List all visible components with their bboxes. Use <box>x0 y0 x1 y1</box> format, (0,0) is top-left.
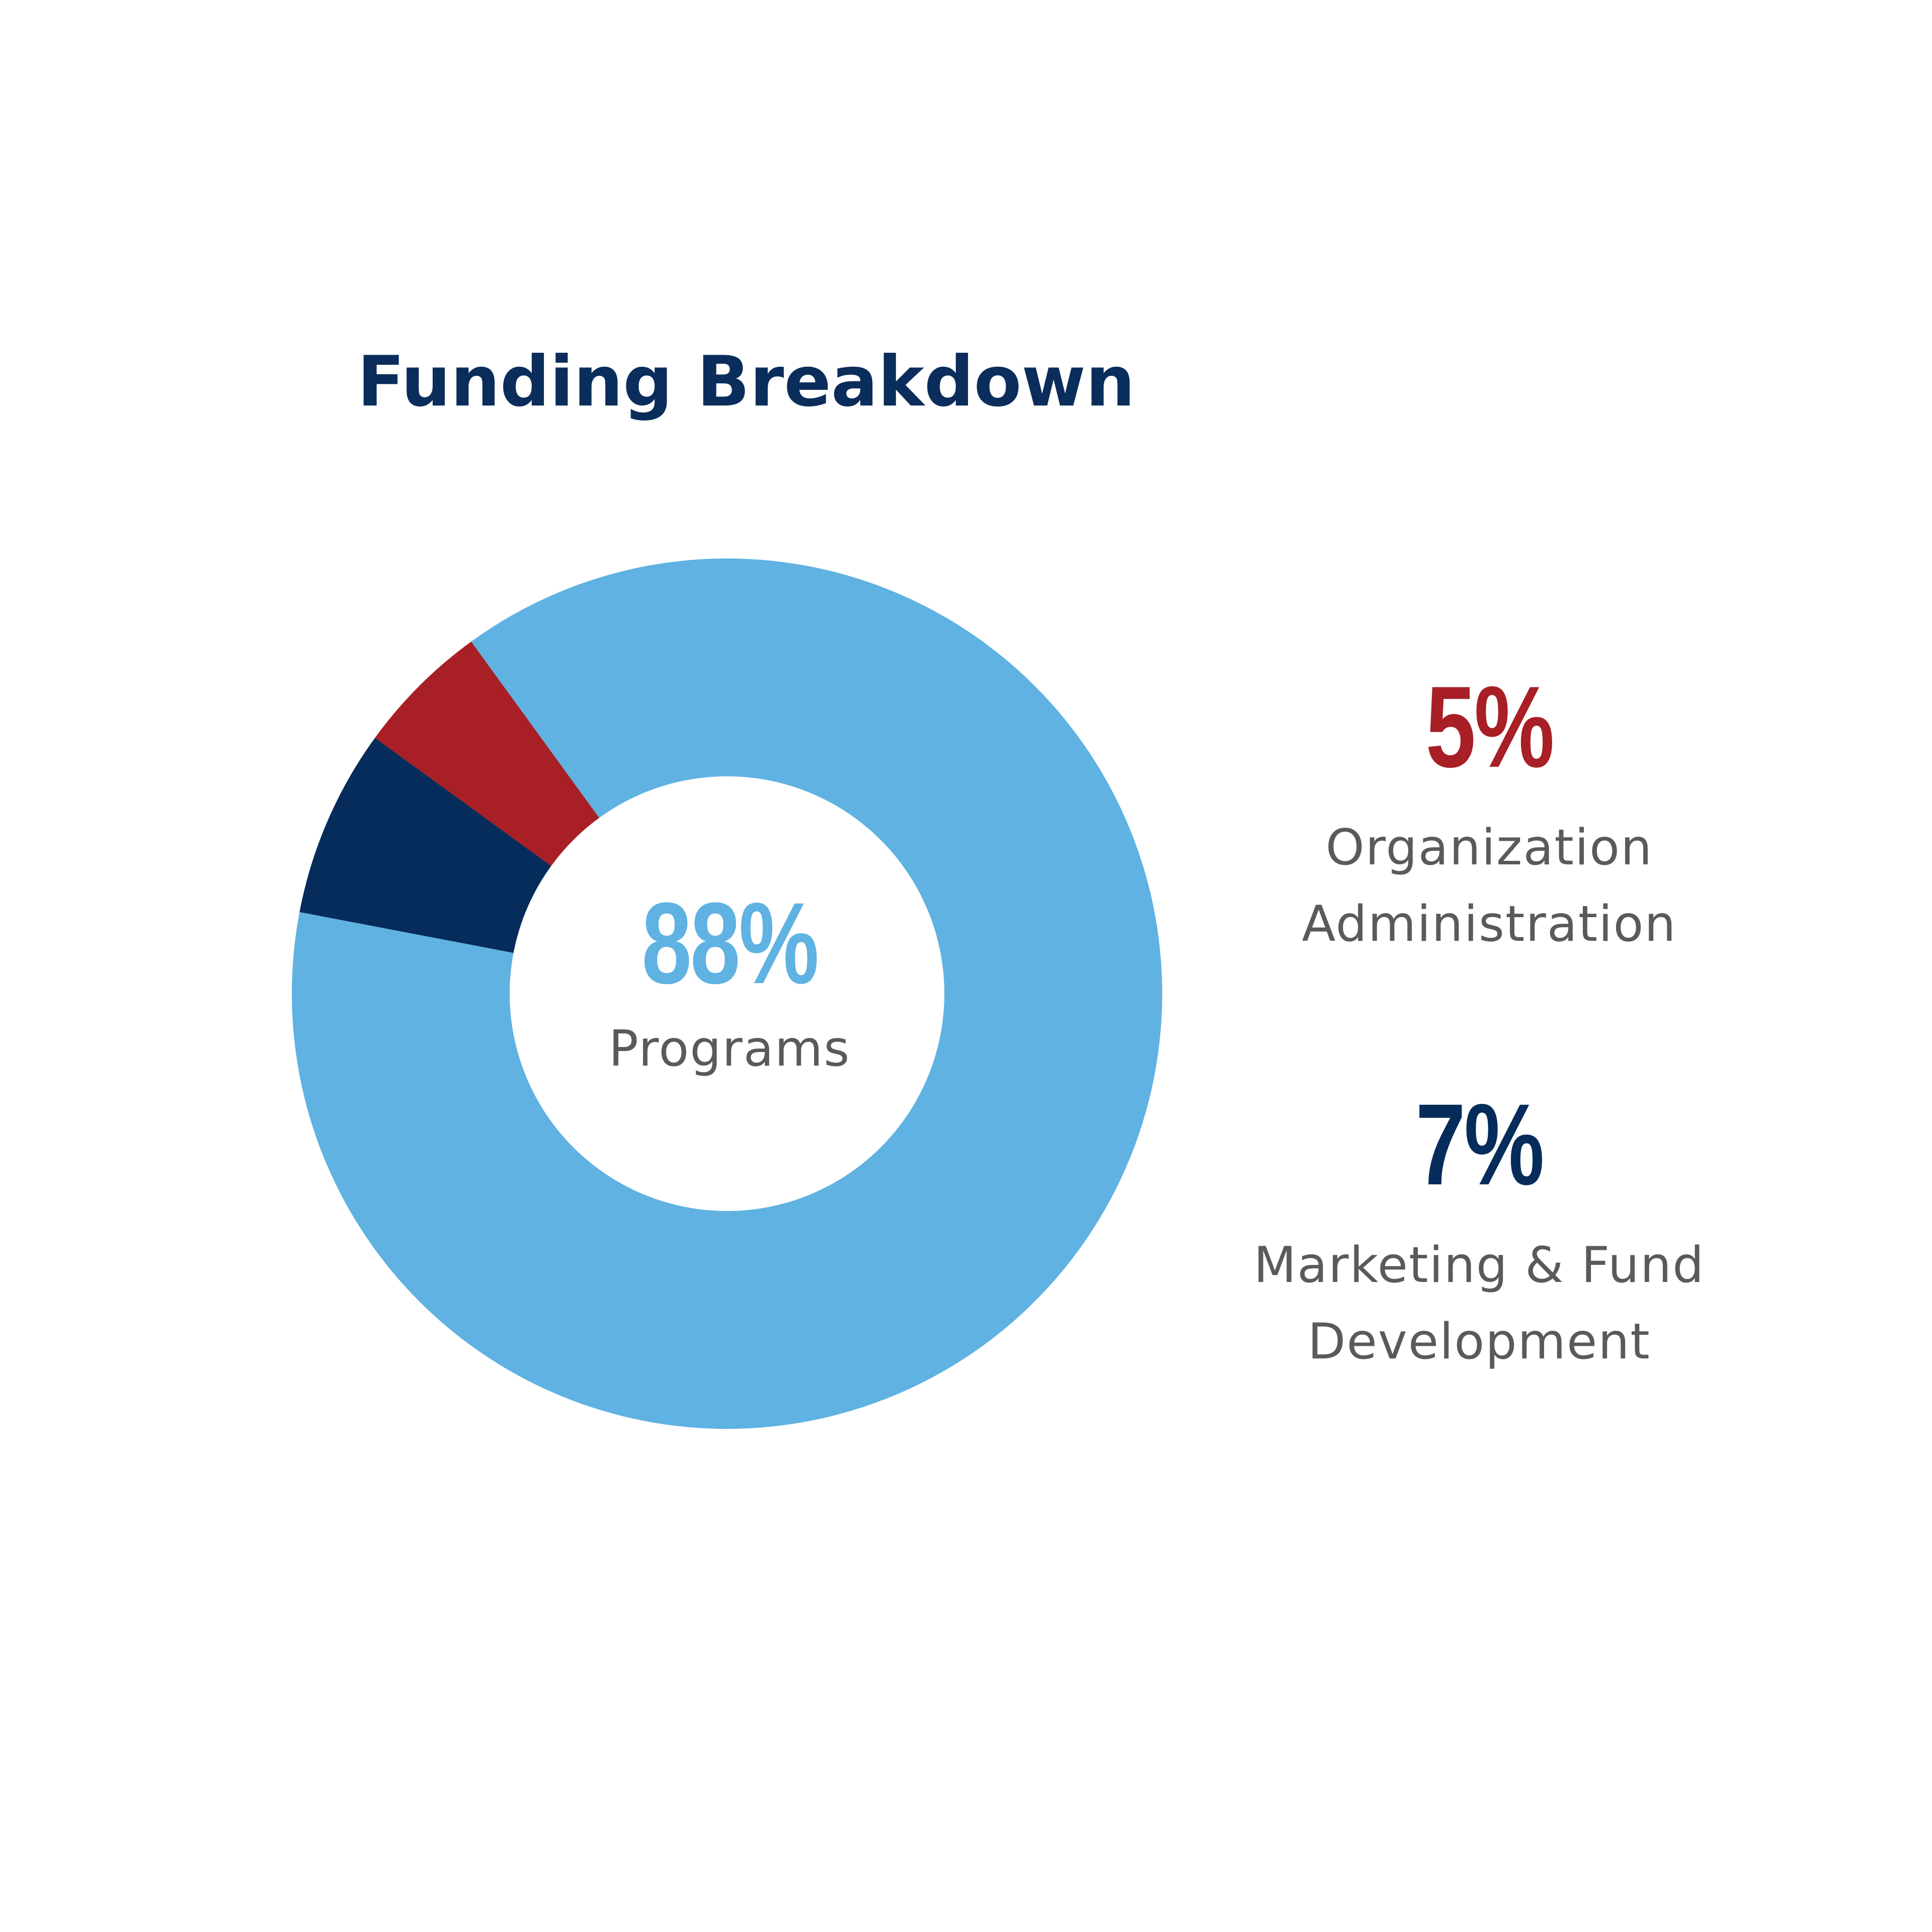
marketing-label-line-1: Marketing & Fund <box>1253 1237 1705 1294</box>
administration-label-line-2: Administration <box>1302 895 1677 953</box>
administration-label: Organization Administration <box>1187 810 1791 963</box>
programs-percent: 88% <box>641 878 819 1008</box>
administration-percent: 5% <box>1425 662 1554 791</box>
programs-label: Programs <box>608 1020 851 1078</box>
chart-title: Funding Breakdown <box>357 341 1136 422</box>
administration-label-line-1: Organization <box>1325 819 1653 876</box>
slice-programs <box>292 558 1162 1429</box>
slice-marketing <box>299 738 551 953</box>
center-summary: 88% Programs <box>584 886 875 1088</box>
marketing-label-line-2: Development <box>1308 1313 1651 1371</box>
callout-marketing: 7% Marketing & Fund Development <box>1177 1087 1781 1381</box>
marketing-label: Marketing & Fund Development <box>1177 1228 1781 1381</box>
marketing-percent: 7% <box>1415 1080 1544 1209</box>
slice-administration <box>375 641 600 866</box>
callout-administration: 5% Organization Administration <box>1187 669 1791 963</box>
